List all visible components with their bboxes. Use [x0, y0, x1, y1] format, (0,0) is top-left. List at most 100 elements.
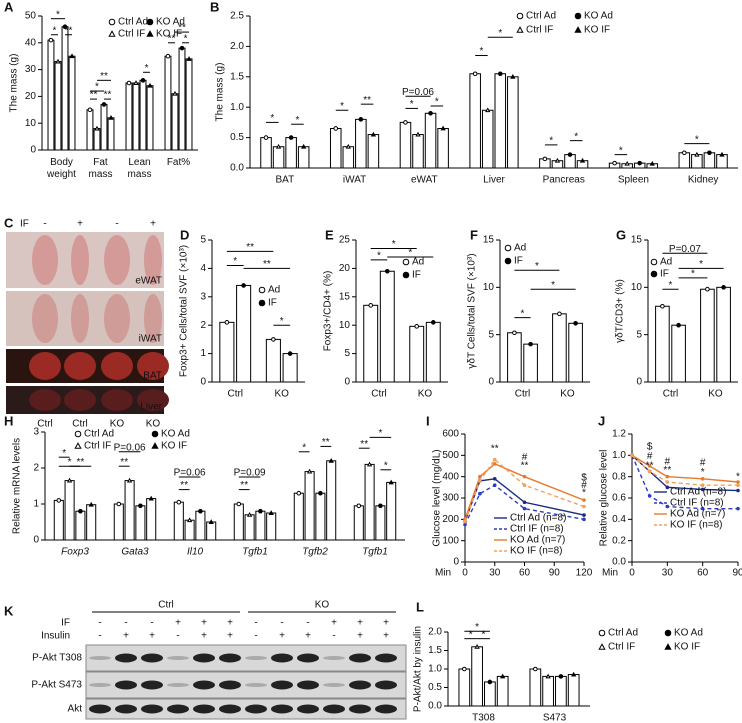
significance-label: ** — [180, 480, 188, 491]
bar — [219, 321, 235, 383]
bar-marker — [186, 517, 193, 523]
y-axis-label: Relative glucose level — [599, 450, 610, 547]
y-tick-label: 5 — [488, 329, 494, 340]
y-tick-label: 1.2 — [612, 429, 626, 440]
group-label: Ctrl — [37, 419, 53, 430]
panel-label: A — [4, 0, 14, 14]
bar-marker — [533, 666, 538, 672]
bar-marker — [296, 490, 302, 496]
y-axis-label: The mass (g) — [215, 63, 226, 122]
y-tick-label: 25 — [339, 235, 351, 246]
bar — [700, 288, 715, 383]
bar-marker — [554, 157, 561, 163]
band — [219, 704, 241, 714]
y-tick-label: 10 — [483, 282, 495, 293]
bar-marker — [528, 341, 533, 347]
bar — [671, 324, 686, 383]
y-tick-label: 20 — [339, 263, 351, 274]
bar-marker — [388, 479, 394, 485]
y-tick-label: 200 — [442, 514, 459, 525]
bar — [716, 286, 731, 383]
tissue — [101, 389, 133, 411]
point — [665, 485, 670, 490]
x-tick-label: 30 — [662, 568, 674, 579]
bar-marker — [705, 286, 710, 292]
significance-label: * — [62, 448, 66, 459]
band-label: P-Akt T308 — [32, 653, 82, 664]
legend-marker — [151, 442, 159, 449]
bar — [655, 305, 670, 383]
x-tick-label: T308 — [472, 713, 495, 723]
sign-label: - — [98, 618, 101, 629]
y-tick-label: 0.2 — [612, 535, 626, 546]
y-tick-label: 3 — [33, 427, 39, 438]
y-tick-label: 0 — [344, 377, 350, 388]
sign-label: + — [383, 631, 389, 642]
bar-marker — [345, 143, 351, 149]
bar-marker — [510, 73, 516, 79]
bar — [364, 463, 375, 541]
point — [736, 483, 740, 488]
bar-marker — [271, 337, 276, 342]
bar — [64, 480, 75, 541]
point — [665, 504, 670, 509]
legend-label: Ctrl Ad — [118, 17, 148, 28]
legend-label: Ctrl Ad (n=8) — [510, 513, 566, 524]
bar-marker — [694, 151, 700, 157]
tissue — [29, 352, 61, 380]
sign-label: + — [77, 219, 83, 230]
tissue — [32, 235, 58, 285]
x-tick-label: 90 — [732, 568, 742, 579]
band — [323, 704, 345, 714]
bar — [342, 146, 355, 169]
bar — [542, 675, 554, 707]
panel-label: E — [325, 227, 334, 242]
band — [245, 704, 267, 714]
y-tick-label: 1.5 — [230, 71, 244, 82]
bar — [68, 55, 76, 151]
sign-label: + — [279, 631, 285, 642]
tissue — [104, 235, 130, 285]
significance-label: * — [435, 97, 439, 108]
significance-label: * — [184, 33, 188, 44]
bar-marker — [707, 150, 712, 156]
bar — [386, 481, 397, 541]
significance-label: * — [475, 622, 479, 633]
bar-marker — [236, 501, 242, 507]
legend-marker — [598, 629, 606, 637]
significance-label: ** — [491, 444, 499, 455]
legend-marker — [504, 257, 512, 265]
bar — [171, 93, 179, 151]
legend-label: KO IF — [584, 25, 610, 36]
y-tick-label: 300 — [442, 493, 459, 504]
significance-label: * — [53, 25, 57, 36]
y-tick-label: 4 — [200, 263, 206, 274]
sign-label: + — [175, 618, 181, 629]
bar-marker — [557, 311, 562, 317]
legend-marker — [74, 430, 82, 438]
legend-label: KO Ad — [674, 628, 703, 639]
x-axis-label: Min — [602, 568, 618, 579]
legend-label: Ctrl Ad — [608, 628, 638, 639]
band — [115, 680, 137, 690]
y-tick-label: 1 — [200, 348, 206, 359]
bar-marker — [637, 160, 643, 166]
bar — [255, 510, 266, 541]
legend-marker — [146, 18, 154, 26]
bar-marker — [147, 82, 153, 88]
group-label: KO — [146, 419, 161, 430]
bar-marker — [172, 90, 178, 96]
band — [271, 653, 293, 663]
x-tick-label: Foxp3 — [61, 547, 89, 558]
significance-label: ** — [77, 457, 85, 468]
x-tick-label: KO — [560, 389, 575, 400]
legend-marker — [146, 30, 154, 37]
y-tick-label: 10 — [631, 282, 643, 293]
bar — [458, 668, 471, 707]
band — [375, 653, 397, 663]
bar-marker — [542, 156, 548, 162]
panel-label: F — [470, 227, 478, 242]
bar — [555, 675, 567, 707]
y-tick-label: 0.0 — [428, 701, 442, 712]
legend-label: Ctrl Ad — [84, 429, 114, 440]
